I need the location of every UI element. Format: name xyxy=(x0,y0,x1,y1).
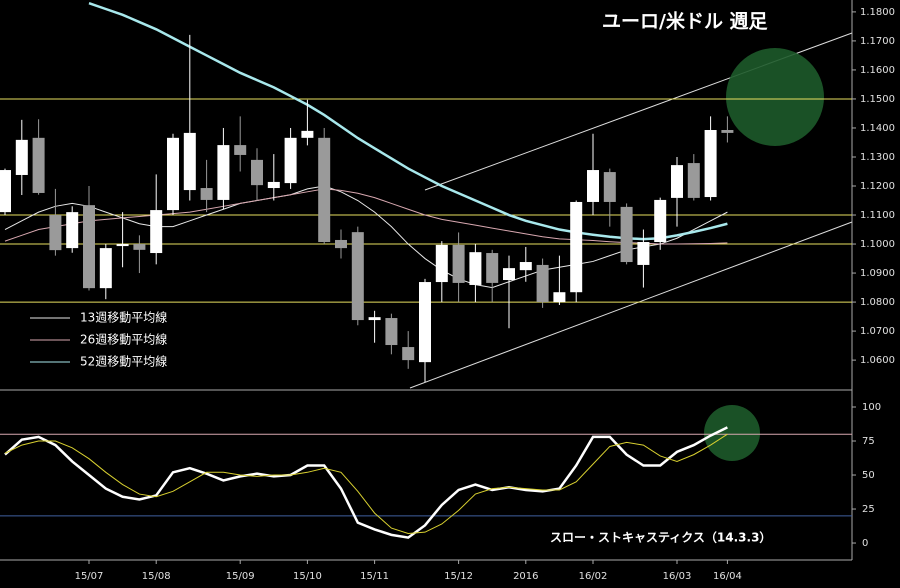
x-tick-label: 15/11 xyxy=(360,571,389,582)
candle-body xyxy=(301,130,314,138)
series-line xyxy=(88,2,728,241)
y-tick-label: 1.1800 xyxy=(860,7,895,18)
y-tick-label: 1.1000 xyxy=(860,239,895,250)
candle-body xyxy=(671,165,683,198)
y-tick-label: 75 xyxy=(862,436,875,447)
x-tick-label: 15/09 xyxy=(226,571,255,582)
candle-body xyxy=(368,317,381,321)
candle-body xyxy=(133,244,146,250)
y-tick-label: 25 xyxy=(862,504,875,515)
candle-body xyxy=(503,268,515,281)
candle-body xyxy=(402,347,415,361)
series-line xyxy=(4,188,728,245)
y-tick-label: 0 xyxy=(862,538,868,549)
candle-body xyxy=(587,170,599,202)
candle-body xyxy=(452,244,465,283)
candle-body xyxy=(536,264,549,303)
candle-body xyxy=(267,181,280,189)
series-line xyxy=(4,185,728,289)
candle-body xyxy=(335,239,347,249)
legend-label: 26週移動平均線 xyxy=(80,332,167,347)
y-tick-label: 1.1300 xyxy=(860,152,895,163)
legend-label: 13週移動平均線 xyxy=(80,310,167,325)
candle-body xyxy=(167,137,179,211)
candle-body xyxy=(620,206,633,263)
candle-body xyxy=(435,244,448,283)
channel-line xyxy=(409,221,853,389)
candle-body xyxy=(385,318,398,346)
candle-body xyxy=(351,232,364,321)
candle-body xyxy=(519,262,532,271)
x-tick-label: 2016 xyxy=(513,571,538,582)
indicator-title: スロー・ストキャスティクス（14.3.3） xyxy=(550,530,771,545)
candle-body xyxy=(687,163,700,198)
candle-body xyxy=(251,159,263,186)
candle-body xyxy=(637,242,650,265)
y-tick-label: 1.0800 xyxy=(860,297,895,308)
series-line xyxy=(4,426,728,539)
x-tick-label: 15/10 xyxy=(293,571,322,582)
candle-body xyxy=(32,137,45,193)
candle-body xyxy=(66,212,79,249)
y-tick-label: 1.0600 xyxy=(860,355,895,366)
candle-body xyxy=(419,282,431,363)
y-tick-label: 1.1100 xyxy=(860,210,895,221)
y-tick-label: 100 xyxy=(862,402,881,413)
y-tick-label: 1.1500 xyxy=(860,94,895,105)
x-tick-label: 16/04 xyxy=(713,571,742,582)
candle-body xyxy=(15,139,28,175)
candle-body xyxy=(49,215,62,251)
candle-body xyxy=(284,137,297,184)
candle-body xyxy=(200,188,213,200)
highlight-circle xyxy=(726,48,824,146)
y-tick-label: 1.1200 xyxy=(860,181,895,192)
candle-body xyxy=(704,130,717,198)
series-line xyxy=(4,433,728,535)
candle-body xyxy=(469,252,482,285)
candle-body xyxy=(570,201,583,293)
x-tick-label: 15/12 xyxy=(444,571,473,582)
candle-body xyxy=(553,292,566,303)
x-tick-label: 16/03 xyxy=(663,571,692,582)
y-tick-label: 1.0900 xyxy=(860,268,895,279)
x-tick-label: 16/02 xyxy=(579,571,608,582)
y-tick-label: 1.1600 xyxy=(860,65,895,76)
y-tick-label: 1.1400 xyxy=(860,123,895,134)
candle-body xyxy=(486,253,499,283)
candle-body xyxy=(217,145,230,200)
chart-title: ユーロ/米ドル 週足 xyxy=(602,10,769,33)
y-tick-label: 1.0700 xyxy=(860,326,895,337)
candle-body xyxy=(99,248,112,289)
candle-body xyxy=(183,132,196,191)
candle-body xyxy=(654,199,667,243)
x-tick-label: 15/07 xyxy=(75,571,104,582)
y-tick-label: 1.1700 xyxy=(860,36,895,47)
legend-label: 52週移動平均線 xyxy=(80,354,167,369)
candle-body xyxy=(83,205,95,289)
highlight-circle xyxy=(704,405,760,461)
y-tick-label: 50 xyxy=(862,470,875,481)
candle-body xyxy=(234,145,247,155)
candle-body xyxy=(0,170,11,213)
candle-body xyxy=(721,130,734,133)
candle-body xyxy=(150,210,163,254)
candle-body xyxy=(318,137,331,243)
x-tick-label: 15/08 xyxy=(142,571,171,582)
candle-body xyxy=(116,244,129,247)
candle-body xyxy=(603,172,616,202)
